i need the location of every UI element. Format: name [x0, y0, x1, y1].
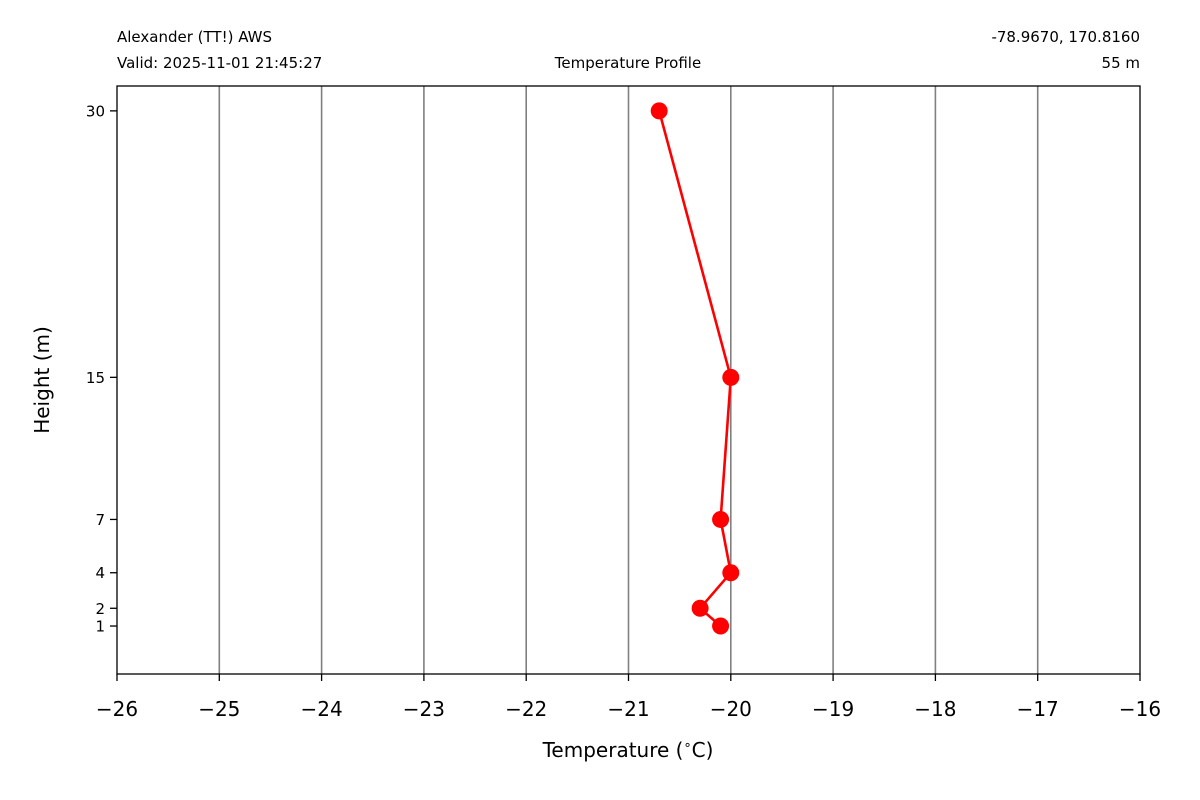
- x-tick-label: −21: [607, 697, 649, 721]
- x-tick-label: −25: [198, 697, 240, 721]
- station-coordinates: -78.9670, 170.8160: [991, 28, 1140, 46]
- x-tick-label: −17: [1017, 697, 1059, 721]
- x-tick-label: −24: [300, 697, 342, 721]
- x-tick-label: −22: [505, 697, 547, 721]
- y-axis-label: Height (m): [30, 326, 54, 434]
- y-tick-label: 7: [95, 511, 105, 529]
- y-tick-label: 4: [95, 564, 105, 582]
- x-tick-label: −26: [96, 697, 138, 721]
- series-line: [657, 110, 733, 627]
- station-name: Alexander (TT!) AWS: [117, 28, 272, 46]
- grid-lines: [218, 86, 1039, 674]
- x-axis-label: Temperature (∘C): [542, 738, 714, 762]
- y-axis-ticks: 12 4 7 15 30: [86, 102, 117, 636]
- x-tick-label: −23: [403, 697, 445, 721]
- valid-time: Valid: 2025-11-01 21:45:27: [117, 54, 322, 72]
- y-tick-label: 2: [95, 600, 105, 618]
- y-tick-label: 15: [86, 369, 105, 387]
- data-point: [722, 564, 740, 582]
- temperature-series: [650, 102, 740, 635]
- x-axis-ticks: −26 −25 −24 −23 −22 −21 −20 −19 −18 −17 −16: [96, 674, 1161, 721]
- data-point: [691, 599, 709, 617]
- data-point: [650, 102, 668, 120]
- station-elevation: 55 m: [1102, 54, 1140, 72]
- data-point: [712, 617, 730, 635]
- x-tick-label: −16: [1119, 697, 1161, 721]
- y-tick-label: 1: [95, 618, 105, 636]
- chart-title: Temperature Profile: [554, 54, 701, 72]
- x-tick-label: −18: [914, 697, 956, 721]
- data-point: [712, 510, 730, 528]
- y-tick-label: 30: [86, 102, 105, 120]
- data-point: [722, 368, 740, 386]
- x-tick-label: −19: [812, 697, 854, 721]
- x-tick-label: −20: [710, 697, 752, 721]
